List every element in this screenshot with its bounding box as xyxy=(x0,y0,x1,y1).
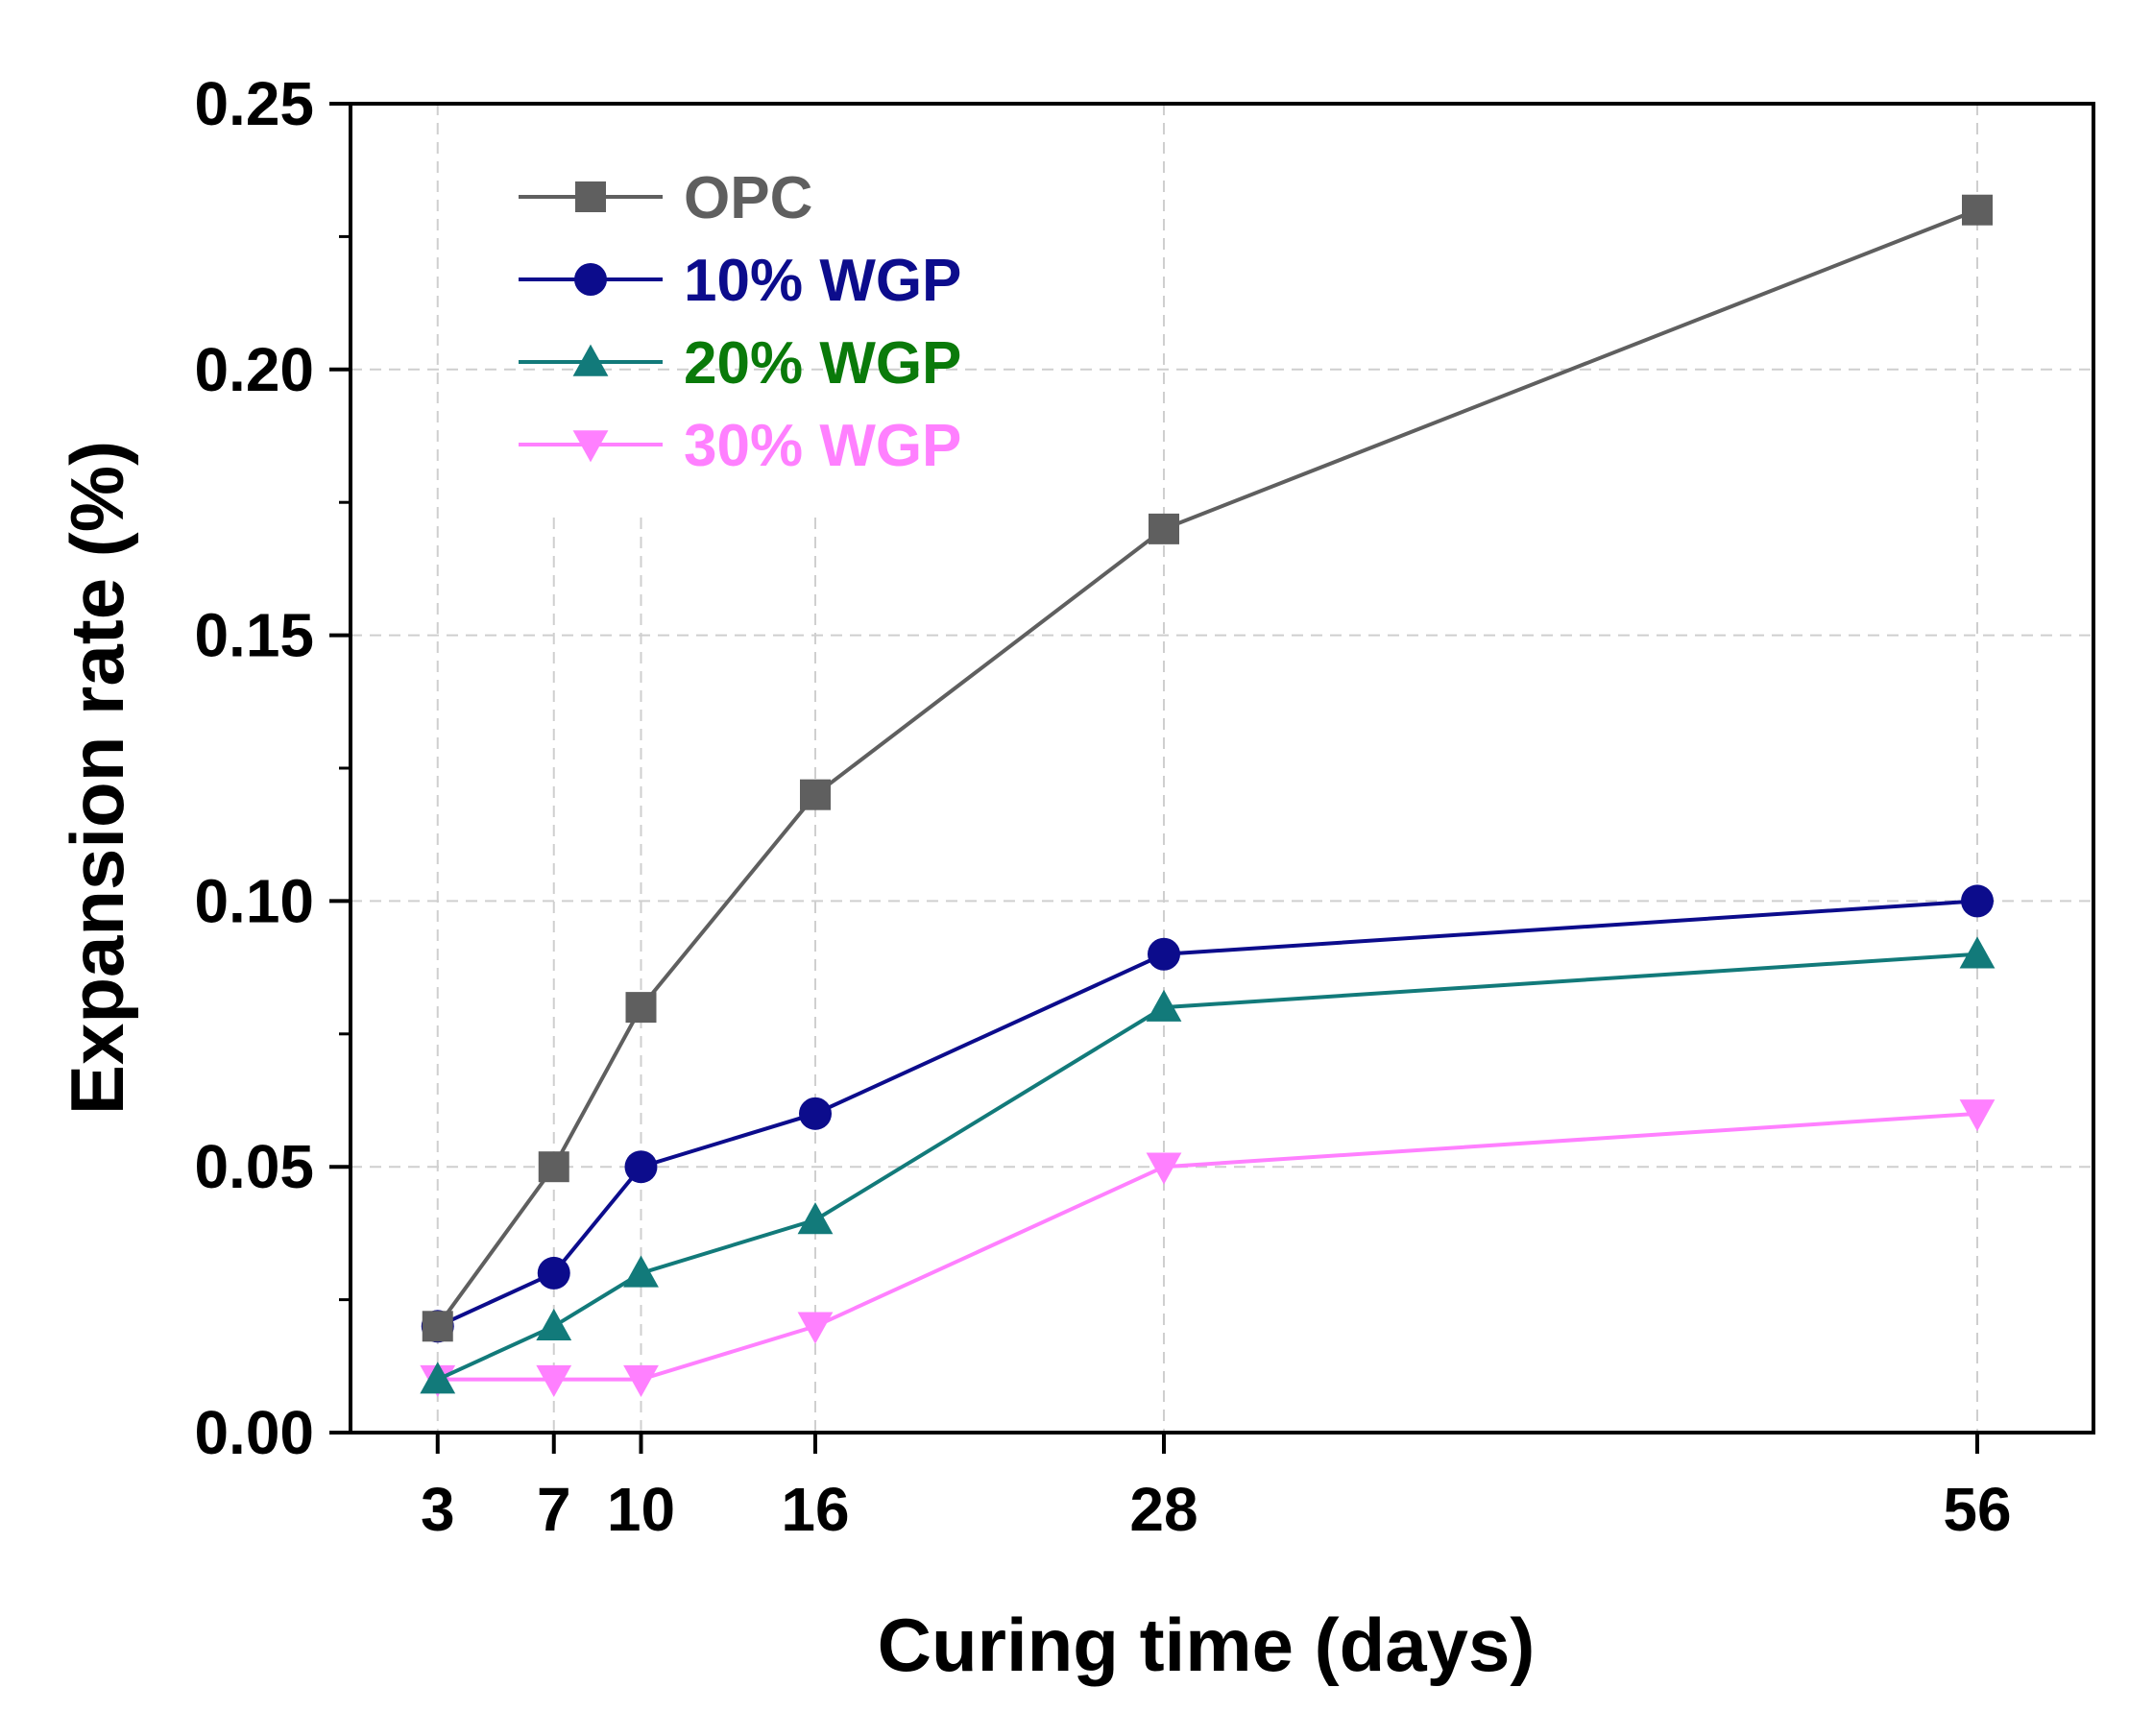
y-tick-label: 0.00 xyxy=(194,1398,314,1467)
data-point xyxy=(625,992,657,1024)
legend-marker xyxy=(572,344,609,376)
series-3 xyxy=(420,1099,1996,1398)
x-tick-label: 3 xyxy=(421,1475,455,1544)
data-point xyxy=(536,1308,572,1340)
legend-marker xyxy=(575,181,606,212)
legend-label: OPC xyxy=(684,165,812,231)
y-tick-label: 0.10 xyxy=(194,866,314,935)
x-tick-label: 28 xyxy=(1129,1475,1197,1544)
y-tick-label: 0.20 xyxy=(194,335,314,404)
series-line xyxy=(436,952,1978,1382)
data-point xyxy=(797,1202,834,1235)
legend-item: 10% WGP xyxy=(519,248,961,314)
legend-label: 30% WGP xyxy=(684,413,961,479)
data-point xyxy=(536,1364,572,1398)
data-point xyxy=(1959,936,1996,969)
series-1 xyxy=(421,884,1994,1343)
series-0 xyxy=(422,194,1993,1342)
data-point xyxy=(623,1364,659,1398)
y-tick-label: 0.05 xyxy=(194,1132,314,1201)
legend-label: 20% WGP xyxy=(684,330,961,397)
data-point xyxy=(1149,513,1179,544)
series-line xyxy=(436,899,1978,1329)
x-tick-label: 7 xyxy=(537,1475,571,1544)
series-group xyxy=(420,194,1996,1398)
legend-label: 10% WGP xyxy=(684,248,961,314)
data-point xyxy=(1146,1152,1182,1185)
grid xyxy=(351,104,2093,1433)
x-tick-label: 16 xyxy=(781,1475,849,1544)
x-tick-label: 10 xyxy=(607,1475,675,1544)
data-point xyxy=(623,1255,659,1288)
y-tick-label: 0.25 xyxy=(194,69,314,138)
x-axis-title: Curing time (days) xyxy=(878,1603,1536,1687)
data-point xyxy=(1961,884,1994,918)
legend-item: 20% WGP xyxy=(519,330,961,397)
series-line xyxy=(436,207,1978,1328)
axes: 0.00 0.05 0.10 0.15 0.20 0.25 3 7 10 16 28 56 xyxy=(194,69,2095,1544)
legend-item: OPC xyxy=(519,165,812,231)
data-point xyxy=(799,1097,832,1130)
legend-marker xyxy=(572,430,609,463)
legend: OPC 10% WGP 20% WGP 30% WGP xyxy=(519,165,961,479)
data-point xyxy=(797,1312,834,1344)
data-point xyxy=(422,1311,453,1342)
data-point xyxy=(1962,194,1993,226)
data-point xyxy=(538,1151,569,1183)
y-tick-label: 0.15 xyxy=(194,601,314,670)
series-2 xyxy=(420,936,1996,1394)
data-point xyxy=(537,1256,570,1290)
data-point xyxy=(624,1150,658,1184)
y-axis-title: Expansion rate (%) xyxy=(55,441,139,1115)
plot-frame xyxy=(349,102,2095,1435)
data-point xyxy=(1146,989,1182,1022)
data-point xyxy=(800,779,831,810)
legend-marker xyxy=(574,263,607,296)
legend-item: 30% WGP xyxy=(519,413,961,479)
data-point xyxy=(1148,937,1180,971)
x-tick-label: 56 xyxy=(1943,1475,2011,1544)
data-point xyxy=(1959,1099,1996,1132)
series-line xyxy=(437,1111,1978,1382)
data-point xyxy=(420,1362,456,1394)
